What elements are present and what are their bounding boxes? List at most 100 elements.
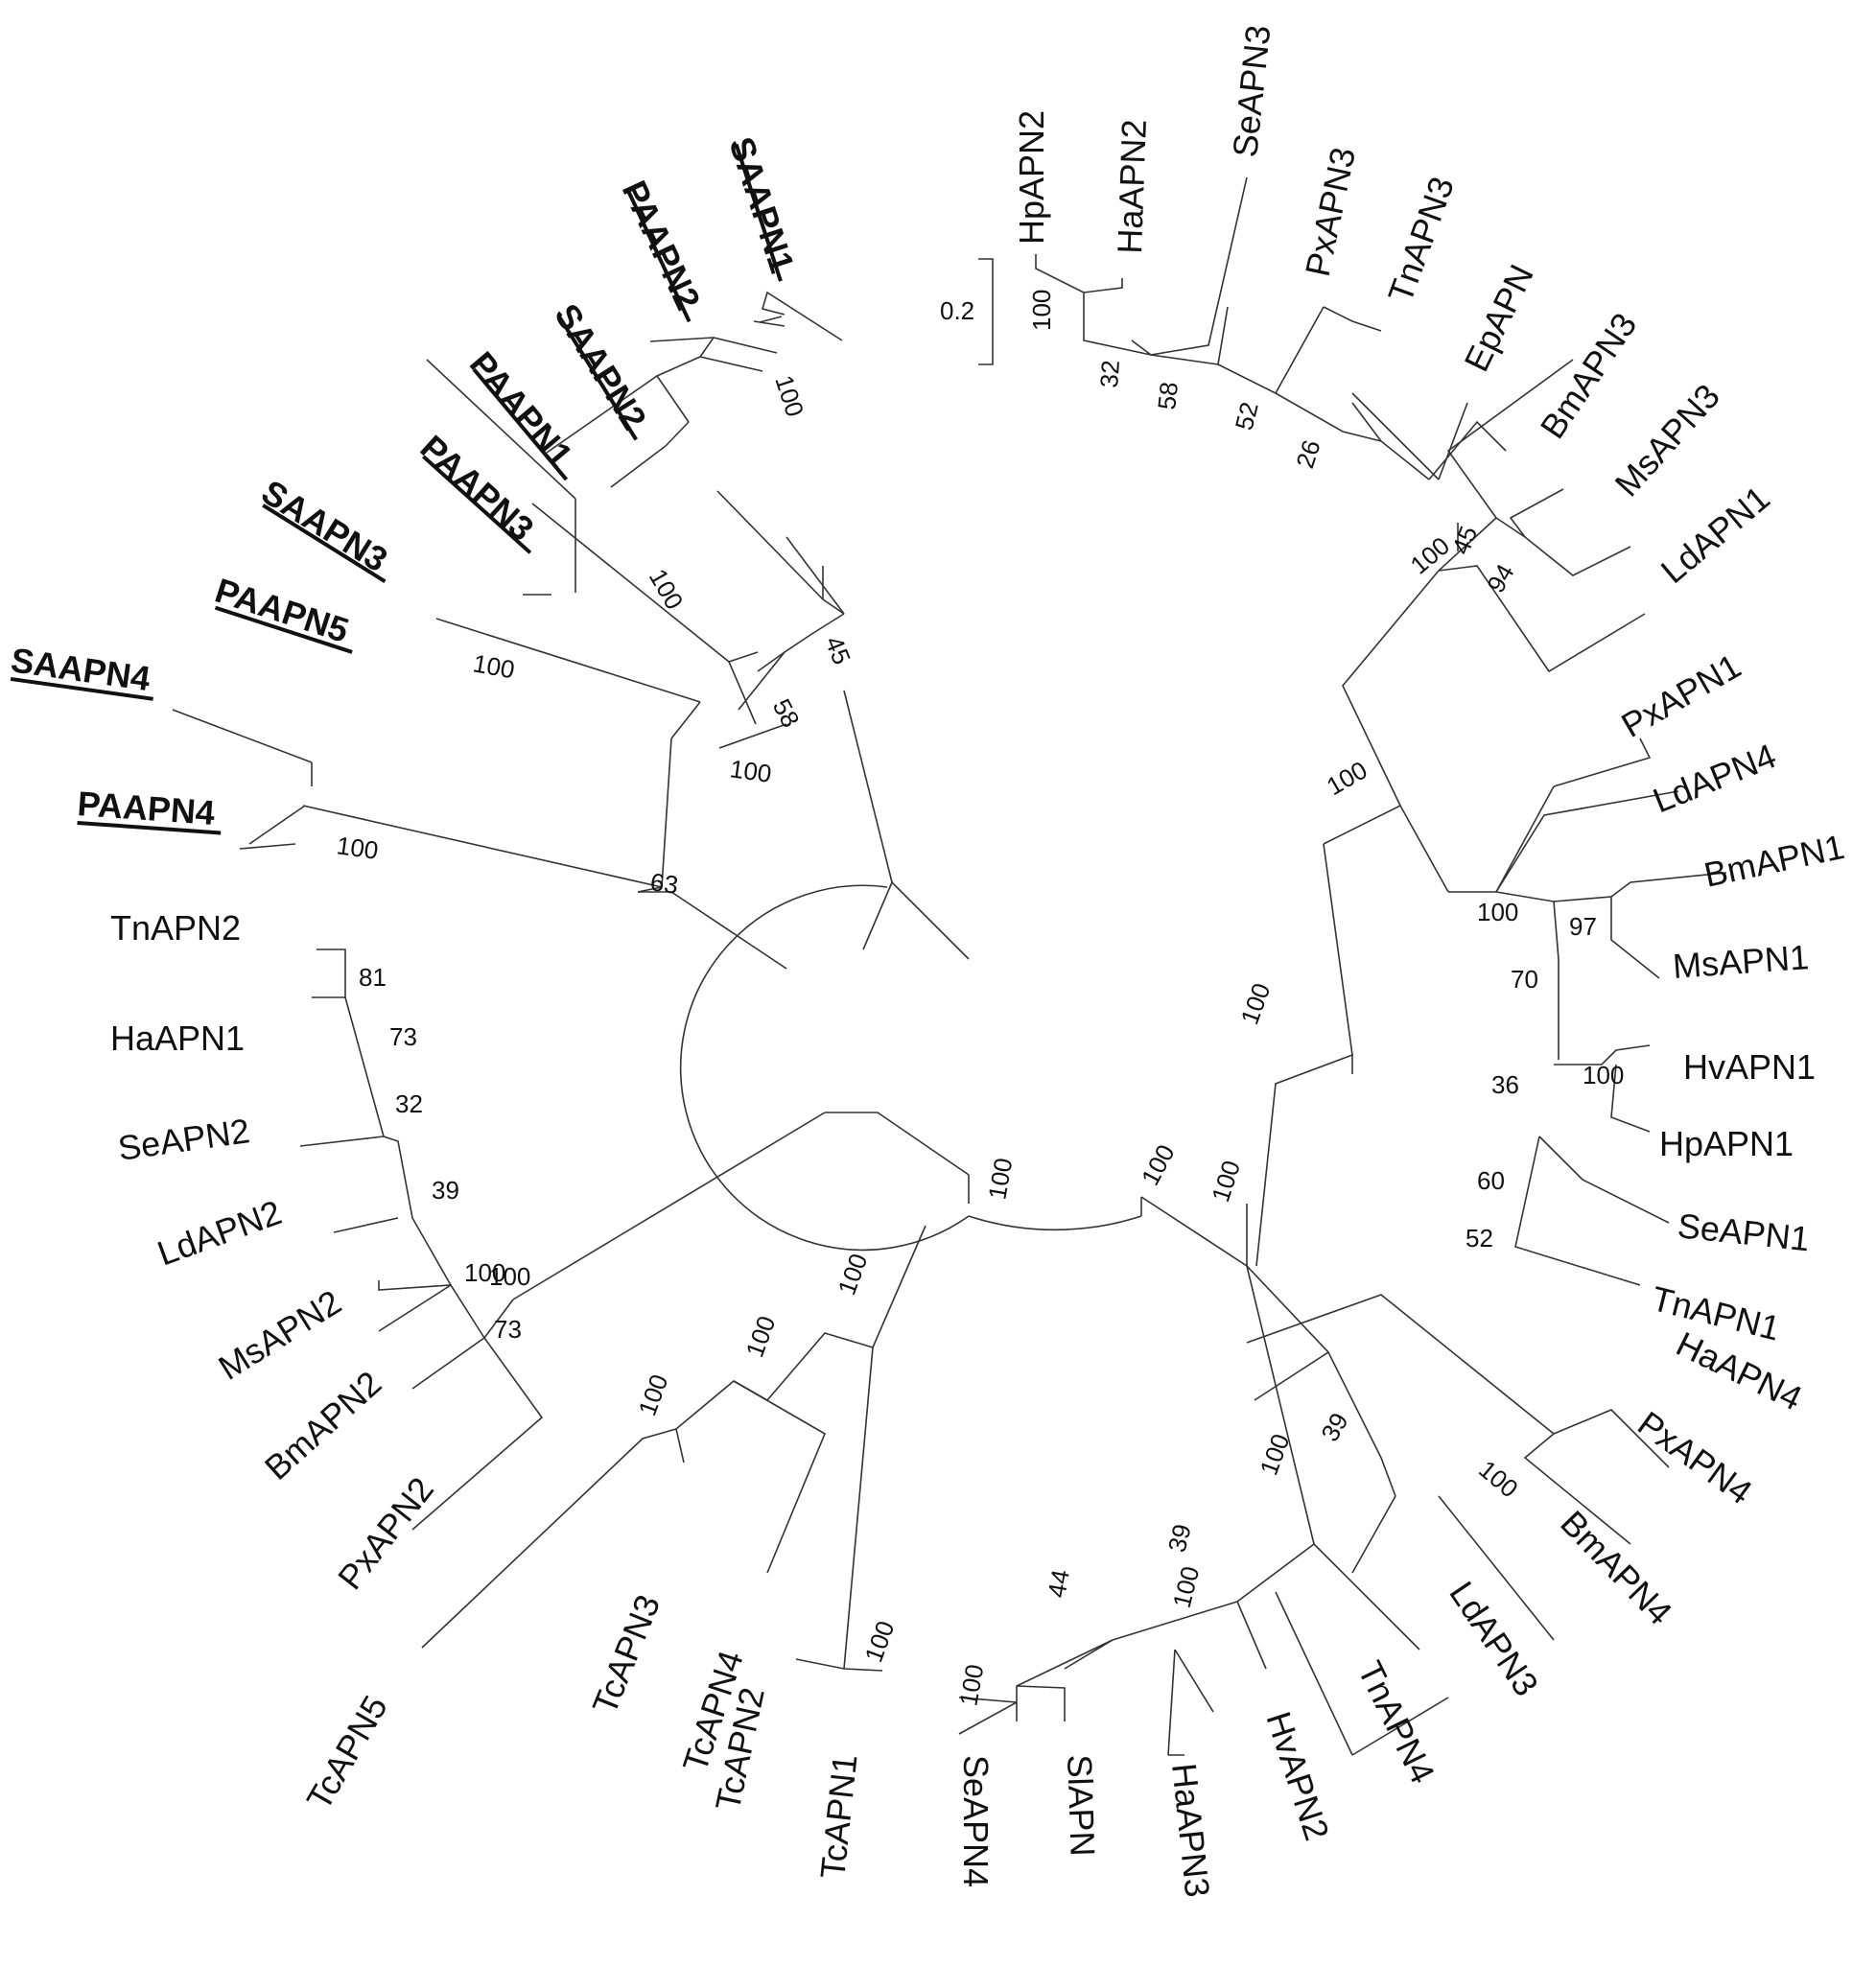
bootstrap-value: 100 xyxy=(1322,756,1372,802)
leaf-label-pxapn2: PxAPN2 xyxy=(330,1469,441,1596)
underline-paapn2 xyxy=(626,190,692,323)
leaf-label-haapn2: HaAPN2 xyxy=(1110,119,1154,254)
bootstrap-value: 100 xyxy=(1027,290,1056,331)
branch xyxy=(718,723,787,749)
bootstrap-value: 100 xyxy=(1136,1139,1181,1189)
leaf-label-seapn3: SeAPN3 xyxy=(1225,23,1278,159)
branch xyxy=(1438,565,1646,673)
branch xyxy=(1016,1685,1066,1721)
branch xyxy=(1553,896,1660,979)
branch xyxy=(1275,306,1325,394)
leaf-label-ldapn2: LdAPN2 xyxy=(152,1192,287,1273)
branch xyxy=(1610,1064,1651,1133)
bootstrap-value: 52 xyxy=(1230,399,1264,433)
leaf-label-hvapn1: HvAPN1 xyxy=(1683,1047,1816,1087)
leaf-label-ldapn3: LdAPN3 xyxy=(1442,1575,1546,1703)
underline-saapn1 xyxy=(734,143,783,282)
branch xyxy=(546,375,658,454)
leaf-label-bmapn2: BmAPN2 xyxy=(257,1363,388,1487)
center-arc xyxy=(968,1215,1142,1231)
scale-bar: 0.2 xyxy=(940,258,994,365)
branch xyxy=(738,632,814,711)
bootstrap-value: 45 xyxy=(819,632,856,668)
branch xyxy=(1514,1136,1641,1286)
leaf-label-saapn1: SAAPN1 xyxy=(721,132,802,278)
leaf-label-pxapn3: PxAPN3 xyxy=(1298,144,1363,280)
bootstrap-value: 81 xyxy=(359,963,387,992)
branch xyxy=(1610,872,1727,898)
bootstrap-value: 36 xyxy=(1491,1070,1519,1099)
branch xyxy=(302,805,663,888)
branch xyxy=(1553,738,1652,787)
branch xyxy=(716,490,824,600)
bootstrap-value: 100 xyxy=(489,1262,530,1291)
branch xyxy=(786,536,845,615)
branch xyxy=(411,1337,485,1390)
leaf-label-tnapn2: TnAPN2 xyxy=(110,908,241,948)
branch xyxy=(1351,392,1440,480)
bootstrap-value: 100 xyxy=(1206,1157,1246,1206)
bootstrap-value: 58 xyxy=(767,694,806,733)
bootstrap-value: 100 xyxy=(1583,1061,1624,1089)
branch xyxy=(1495,790,1679,893)
underline-paapn5 xyxy=(214,605,353,654)
center-arc xyxy=(679,884,970,1252)
bootstrap-value: 63 xyxy=(648,867,680,900)
bootstrap-value: 100 xyxy=(832,1250,873,1299)
branch xyxy=(1246,1294,1555,1435)
branch xyxy=(825,1112,970,1176)
branch xyxy=(378,1280,485,1339)
branch xyxy=(1167,1649,1176,1756)
bootstrap-value: 100 xyxy=(769,372,809,421)
branch xyxy=(239,843,296,850)
bootstrap-value: 58 xyxy=(1152,381,1184,411)
bootstrap-value: 26 xyxy=(1290,436,1325,472)
branch xyxy=(733,1380,827,1574)
branch xyxy=(1150,176,1248,356)
bootstrap-value: 100 xyxy=(335,831,380,865)
branch xyxy=(1275,1591,1353,1756)
branch xyxy=(172,709,313,763)
bootstrap-value: 94 xyxy=(1481,559,1519,597)
branch xyxy=(1495,785,1555,893)
bootstrap-value: 100 xyxy=(953,1662,989,1708)
branch xyxy=(1217,306,1277,394)
branch xyxy=(675,1380,768,1430)
leaf-label-paapn5: PAAPN5 xyxy=(211,571,354,650)
leaf-label-ldapn1: LdAPN1 xyxy=(1653,479,1777,592)
branch xyxy=(378,1284,452,1332)
leaf-label-haapn1: HaAPN1 xyxy=(110,1019,245,1058)
branch xyxy=(759,316,783,323)
branch xyxy=(1246,1265,1315,1545)
leaf-label-hvapn2: HvAPN2 xyxy=(1258,1707,1337,1845)
leaf-label-seapn2: SeAPN2 xyxy=(115,1111,251,1168)
branch xyxy=(1538,1136,1670,1224)
leaf-label-msapn2: MsAPN2 xyxy=(212,1282,348,1388)
leaf-label-hpapn2: HpAPN2 xyxy=(1012,110,1051,245)
branch xyxy=(435,618,701,703)
branch xyxy=(1064,1639,1114,1670)
branch xyxy=(1112,1601,1238,1641)
bootstrap-value: 73 xyxy=(389,1022,417,1051)
branch xyxy=(661,738,672,888)
branch xyxy=(649,337,715,342)
bootstrap-value: 100 xyxy=(1167,1563,1206,1610)
branch xyxy=(1351,1697,1449,1756)
underline-saapn4 xyxy=(10,676,153,701)
branch xyxy=(1327,1351,1396,1497)
branch xyxy=(1554,1044,1651,1065)
branch xyxy=(1438,402,1468,480)
branch xyxy=(421,1428,677,1649)
bootstrap-value: 100 xyxy=(1405,531,1456,580)
branch xyxy=(958,1701,1018,1735)
underline-paapn4 xyxy=(77,820,222,835)
leaf-labels: SAAPN1PAAPN2SAAPN2PAAPN1PAAPN3SAAPN3PAAP… xyxy=(9,23,1848,1899)
leaf-label-pxapn4: PxAPN4 xyxy=(1630,1403,1759,1511)
branch xyxy=(862,880,970,960)
branch xyxy=(1509,488,1564,538)
bootstrap-value: 44 xyxy=(1042,1567,1075,1600)
bootstrap-value: 52 xyxy=(1466,1224,1493,1253)
leaf-label-tcapn3: TcAPN3 xyxy=(584,1589,668,1720)
branch xyxy=(665,421,690,447)
